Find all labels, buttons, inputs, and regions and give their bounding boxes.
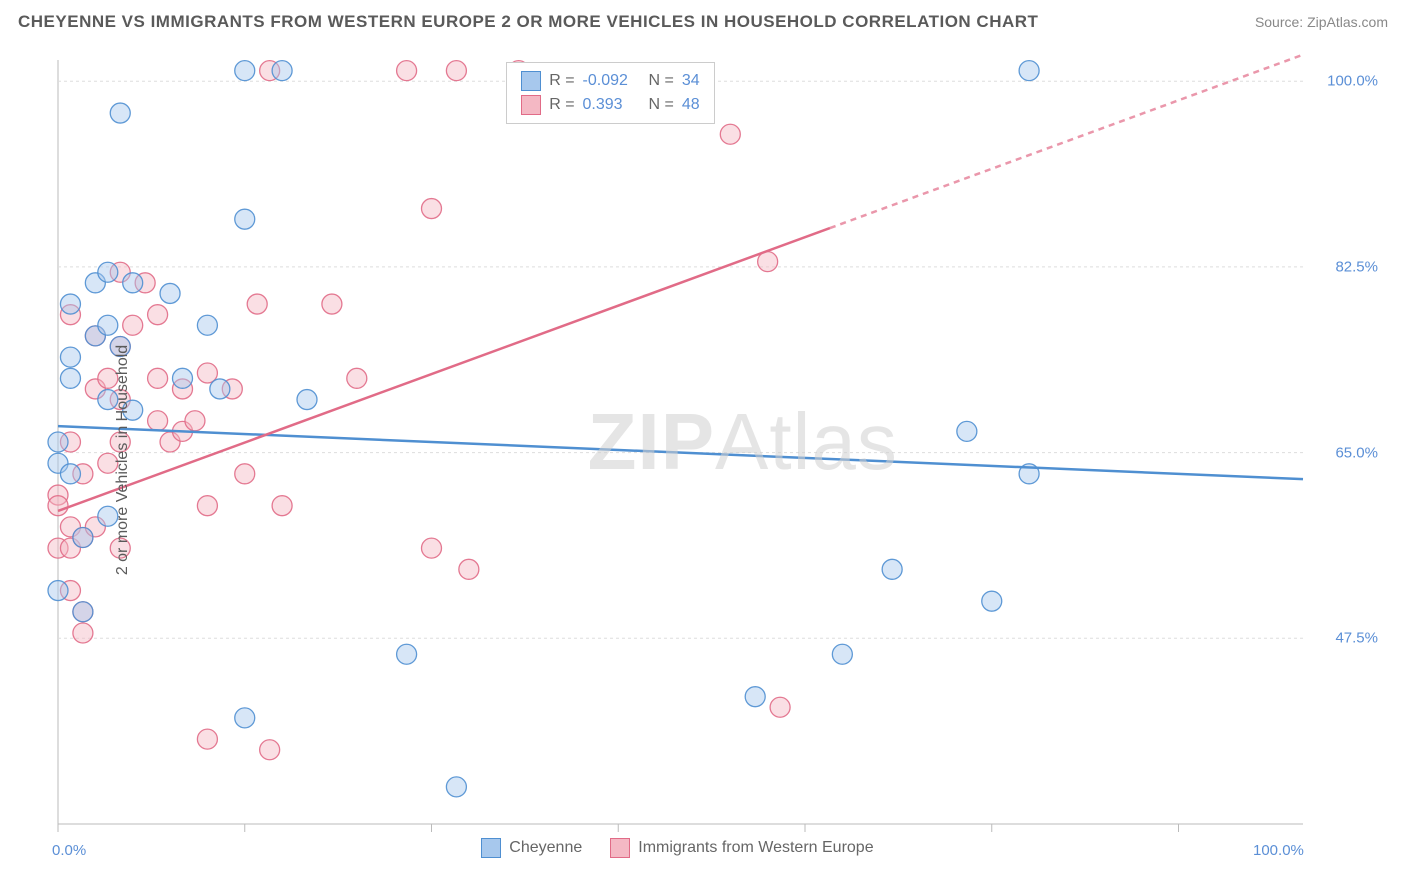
legend: Cheyenne Immigrants from Western Europe bbox=[481, 838, 873, 858]
series-swatch bbox=[610, 838, 630, 858]
x-axis-label: 100.0% bbox=[1253, 842, 1304, 859]
series-swatch bbox=[481, 838, 501, 858]
chart-container: 2 or more Vehicles in Household ZIPAtlas… bbox=[18, 46, 1388, 874]
stats-row: R = -0.092 N = 34 bbox=[521, 69, 699, 93]
y-grid-label: 82.5% bbox=[1335, 258, 1378, 275]
r-value: 0.393 bbox=[583, 93, 641, 117]
y-axis-label: 2 or more Vehicles in Household bbox=[114, 345, 132, 575]
legend-item: Immigrants from Western Europe bbox=[610, 838, 873, 858]
y-grid-label: 47.5% bbox=[1335, 630, 1378, 647]
legend-label: Cheyenne bbox=[509, 839, 582, 857]
source-label: Source: ZipAtlas.com bbox=[1255, 14, 1388, 30]
y-grid-label: 100.0% bbox=[1327, 73, 1378, 90]
r-label: R = bbox=[549, 69, 574, 93]
y-grid-label: 65.0% bbox=[1335, 444, 1378, 461]
x-axis-label: 0.0% bbox=[52, 842, 86, 859]
n-label: N = bbox=[649, 93, 674, 117]
n-value: 34 bbox=[682, 69, 700, 93]
n-label: N = bbox=[649, 69, 674, 93]
n-value: 48 bbox=[682, 93, 700, 117]
series-swatch bbox=[521, 71, 541, 91]
series-swatch bbox=[521, 95, 541, 115]
correlation-stats-box: R = -0.092 N = 34 R = 0.393 N = 48 bbox=[506, 62, 714, 124]
chart-title: CHEYENNE VS IMMIGRANTS FROM WESTERN EURO… bbox=[18, 12, 1038, 32]
legend-item: Cheyenne bbox=[481, 838, 582, 858]
r-value: -0.092 bbox=[583, 69, 641, 93]
legend-label: Immigrants from Western Europe bbox=[638, 839, 873, 857]
chart-header: CHEYENNE VS IMMIGRANTS FROM WESTERN EURO… bbox=[18, 12, 1388, 32]
r-label: R = bbox=[549, 93, 574, 117]
scatter-chart bbox=[18, 46, 1388, 874]
stats-row: R = 0.393 N = 48 bbox=[521, 93, 699, 117]
